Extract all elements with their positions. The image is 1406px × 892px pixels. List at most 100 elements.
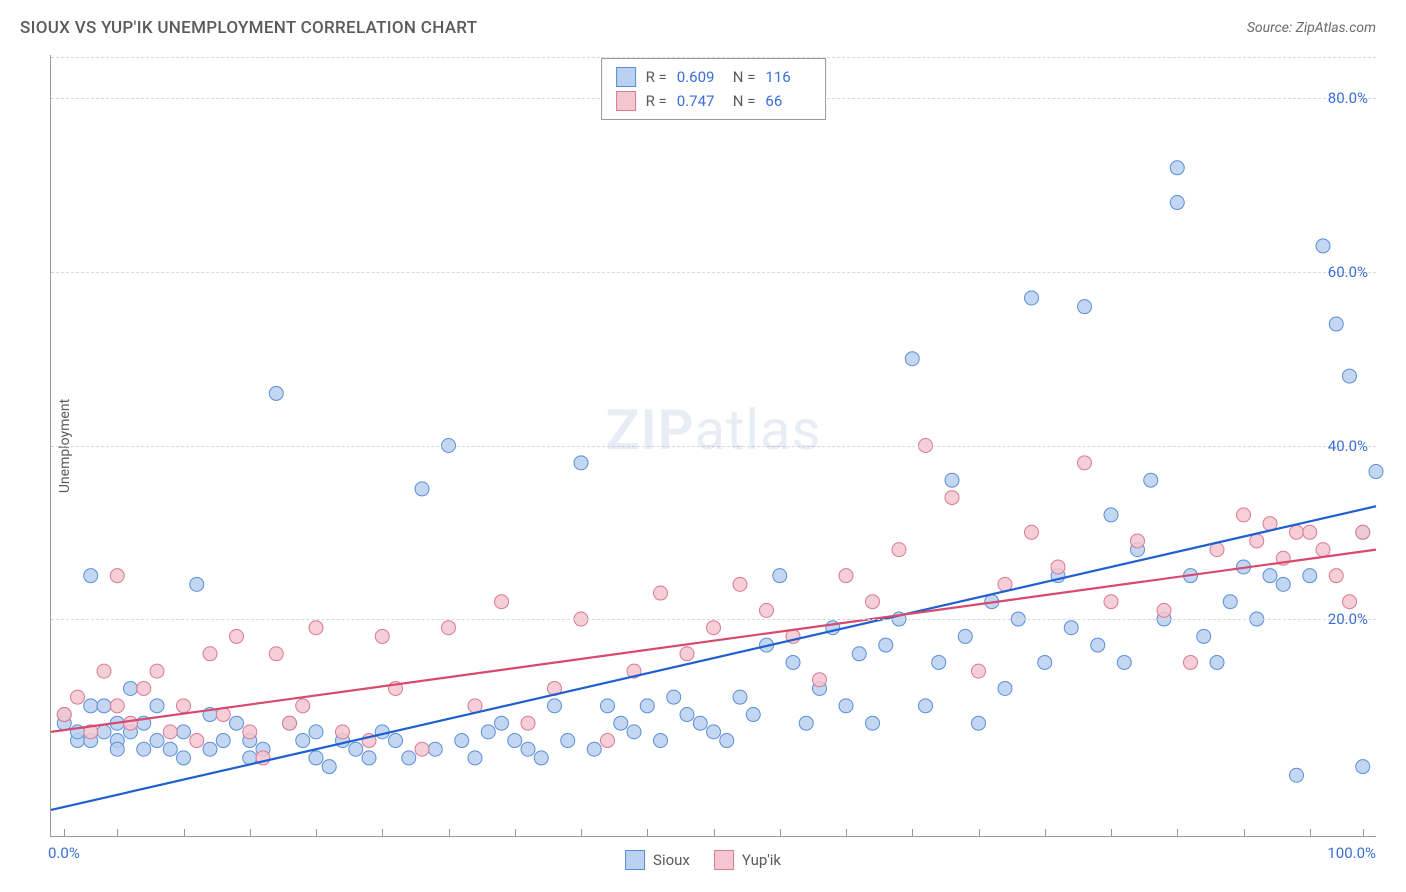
x-tick: [1045, 829, 1046, 837]
data-point: [481, 725, 495, 739]
data-point: [269, 386, 283, 400]
data-point: [1343, 369, 1357, 383]
data-point: [1025, 291, 1039, 305]
data-point: [309, 725, 323, 739]
legend-item-sioux: Sioux: [625, 850, 690, 870]
data-point: [110, 742, 124, 756]
gridline: [51, 272, 1376, 273]
data-point: [799, 716, 813, 730]
data-point: [1329, 569, 1343, 583]
x-tick: [647, 829, 648, 837]
data-point: [945, 473, 959, 487]
data-point: [190, 577, 204, 591]
data-point: [309, 621, 323, 635]
data-point: [203, 647, 217, 661]
data-point: [866, 595, 880, 609]
data-point: [972, 664, 986, 678]
gridline: [51, 446, 1376, 447]
data-point: [720, 734, 734, 748]
swatch-sioux-bottom: [625, 850, 645, 870]
data-point: [746, 708, 760, 722]
data-point: [654, 734, 668, 748]
data-point: [1356, 525, 1370, 539]
legend-item-yupik: Yup'ik: [714, 850, 781, 870]
data-point: [468, 751, 482, 765]
x-tick: [912, 829, 913, 837]
data-point: [945, 491, 959, 505]
data-point: [521, 742, 535, 756]
data-point: [137, 742, 151, 756]
data-point: [1369, 465, 1383, 479]
data-point: [150, 664, 164, 678]
data-point: [733, 690, 747, 704]
data-point: [1144, 473, 1158, 487]
data-point: [1223, 595, 1237, 609]
data-point: [1078, 300, 1092, 314]
data-point: [1276, 577, 1290, 591]
data-point: [667, 690, 681, 704]
data-point: [97, 664, 111, 678]
x-tick: [581, 829, 582, 837]
data-point: [1078, 456, 1092, 470]
data-point: [548, 699, 562, 713]
data-point: [587, 742, 601, 756]
data-point: [1064, 621, 1078, 635]
legend-r-label: R =: [646, 92, 667, 110]
data-point: [680, 708, 694, 722]
x-tick: [714, 829, 715, 837]
data-point: [495, 716, 509, 730]
data-point: [892, 543, 906, 557]
series-legend: Sioux Yup'ik: [625, 850, 781, 870]
data-point: [1303, 569, 1317, 583]
y-tick-label: 80.0%: [1328, 89, 1368, 107]
swatch-sioux: [616, 67, 636, 87]
data-point: [124, 681, 138, 695]
data-point: [150, 734, 164, 748]
data-point: [1316, 239, 1330, 253]
x-tick: [64, 829, 65, 837]
data-point: [534, 751, 548, 765]
data-point: [296, 734, 310, 748]
data-point: [84, 569, 98, 583]
data-point: [972, 716, 986, 730]
data-point: [1237, 508, 1251, 522]
data-point: [402, 751, 416, 765]
swatch-yupik-bottom: [714, 850, 734, 870]
x-tick: [1310, 829, 1311, 837]
x-axis-max-label: 100.0%: [1327, 844, 1376, 862]
data-point: [905, 352, 919, 366]
data-point: [362, 751, 376, 765]
data-point: [415, 482, 429, 496]
data-point: [495, 595, 509, 609]
x-tick: [1244, 829, 1245, 837]
data-point: [1104, 508, 1118, 522]
legend-n-label: N =: [733, 92, 756, 110]
data-point: [1170, 196, 1184, 210]
data-point: [1131, 534, 1145, 548]
data-point: [163, 725, 177, 739]
data-point: [852, 647, 866, 661]
x-tick: [382, 829, 383, 837]
data-point: [110, 699, 124, 713]
data-point: [428, 742, 442, 756]
data-point: [627, 725, 641, 739]
data-point: [839, 699, 853, 713]
data-point: [707, 621, 721, 635]
data-point: [203, 742, 217, 756]
data-point: [773, 569, 787, 583]
data-point: [84, 699, 98, 713]
trend-line: [51, 550, 1376, 732]
data-point: [150, 699, 164, 713]
data-point: [57, 708, 71, 722]
chart-header: SIOUX VS YUP'IK UNEMPLOYMENT CORRELATION…: [0, 0, 1406, 48]
data-point: [693, 716, 707, 730]
swatch-yupik: [616, 91, 636, 111]
y-tick-label: 60.0%: [1328, 263, 1368, 281]
data-point: [1250, 534, 1264, 548]
correlation-legend: R = 0.609 N = 116 R = 0.747 N = 66: [601, 58, 827, 120]
data-point: [97, 725, 111, 739]
x-tick: [316, 829, 317, 837]
data-point: [1263, 569, 1277, 583]
data-point: [1329, 317, 1343, 331]
data-point: [601, 734, 615, 748]
